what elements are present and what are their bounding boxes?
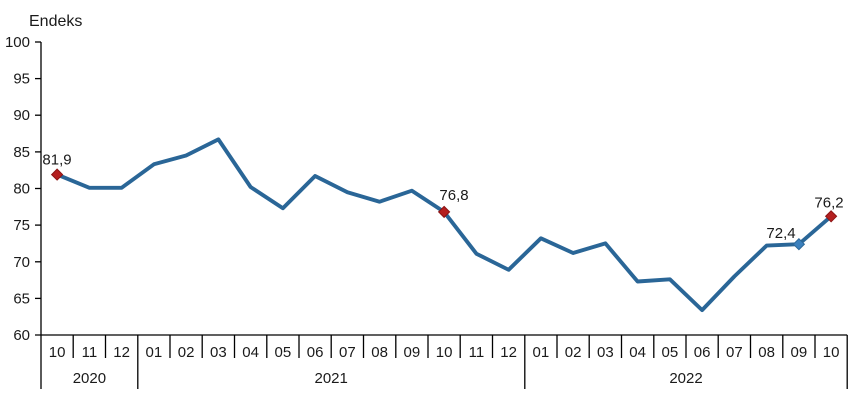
svg-text:95: 95 [13,71,30,88]
svg-text:11: 11 [469,344,485,361]
svg-text:65: 65 [13,290,30,307]
svg-text:07: 07 [339,344,356,361]
svg-text:09: 09 [791,344,808,361]
svg-text:02: 02 [178,344,195,361]
svg-text:12: 12 [113,344,130,361]
svg-text:75: 75 [13,217,30,234]
svg-text:07: 07 [726,344,743,361]
svg-text:12: 12 [500,344,517,361]
svg-text:04: 04 [242,344,259,361]
svg-text:70: 70 [13,254,30,271]
svg-text:85: 85 [13,144,30,161]
svg-text:03: 03 [210,344,227,361]
svg-text:08: 08 [371,344,388,361]
svg-text:10: 10 [436,344,453,361]
svg-text:81,9: 81,9 [42,152,71,169]
svg-text:04: 04 [629,344,646,361]
svg-text:10: 10 [49,344,66,361]
svg-text:11: 11 [82,344,98,361]
svg-text:10: 10 [823,344,840,361]
svg-text:09: 09 [404,344,421,361]
svg-text:02: 02 [565,344,582,361]
svg-text:08: 08 [758,344,775,361]
svg-text:2022: 2022 [669,370,702,387]
svg-text:100: 100 [5,34,30,51]
svg-text:2021: 2021 [315,370,348,387]
svg-text:Endeks: Endeks [29,13,82,30]
svg-text:01: 01 [146,344,163,361]
svg-text:2020: 2020 [73,370,106,387]
svg-text:76,8: 76,8 [439,187,468,204]
svg-text:60: 60 [13,327,30,344]
svg-text:05: 05 [662,344,679,361]
svg-text:76,2: 76,2 [814,195,843,212]
svg-text:90: 90 [13,107,30,124]
svg-text:80: 80 [13,181,30,198]
svg-text:01: 01 [533,344,550,361]
svg-text:06: 06 [307,344,324,361]
svg-text:72,4: 72,4 [766,225,795,242]
svg-text:03: 03 [597,344,614,361]
svg-text:05: 05 [275,344,292,361]
svg-text:06: 06 [694,344,711,361]
